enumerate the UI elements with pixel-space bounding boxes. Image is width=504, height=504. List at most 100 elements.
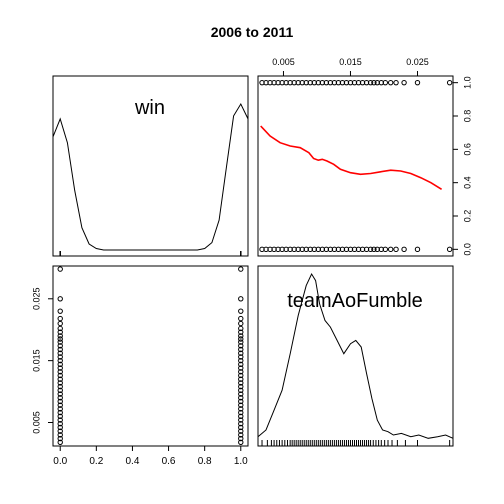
data-point	[57, 409, 63, 416]
data-point	[238, 339, 244, 345]
data-point	[57, 421, 63, 427]
data-point	[393, 246, 399, 253]
data-point	[57, 387, 63, 394]
data-point	[57, 417, 63, 423]
data-point	[382, 246, 389, 253]
right-axis: 0.0 0.2 0.4 0.6 0.8 1.0	[453, 76, 472, 256]
data-point	[57, 369, 63, 375]
tick-label: 0.015	[31, 349, 41, 372]
tick-label: 0.4	[125, 456, 139, 467]
data-point	[57, 336, 63, 342]
tick-label: 0.005	[31, 411, 41, 434]
data-point	[57, 357, 63, 364]
data-point	[387, 246, 394, 253]
data-point	[238, 372, 244, 379]
density-curve-teamAoFumble	[257, 272, 454, 439]
data-point	[57, 395, 63, 401]
data-point	[57, 435, 63, 442]
data-point	[401, 79, 407, 86]
data-point	[238, 380, 244, 386]
bottom-axis: 0.0 0.2 0.4 0.6 0.8 1.0	[53, 446, 248, 467]
data-point	[238, 365, 244, 371]
data-point	[238, 398, 244, 405]
tick-label: 0.2	[462, 210, 472, 223]
data-point	[238, 406, 244, 412]
panel-fumble-density: teamAoFumble	[257, 265, 454, 447]
tick-label: 0.005	[272, 57, 295, 67]
data-point	[446, 246, 453, 253]
data-point	[57, 329, 63, 335]
tick-label: 0.025	[31, 288, 41, 311]
tick-label: 0.8	[462, 110, 472, 123]
data-point	[57, 361, 63, 368]
data-point	[367, 246, 374, 253]
data-point	[238, 428, 244, 434]
panel-frame	[257, 75, 454, 257]
data-point	[57, 406, 63, 412]
data-point	[57, 315, 63, 322]
tick-label: 0.8	[198, 456, 212, 467]
data-point	[57, 391, 63, 397]
data-point	[57, 346, 63, 353]
data-point	[238, 325, 244, 332]
tick-label: 0.2	[89, 456, 103, 467]
tick-label: 0.015	[339, 57, 362, 67]
panel-win-density: win	[52, 75, 249, 257]
data-point	[238, 417, 244, 423]
panel-frame	[52, 265, 249, 447]
data-point	[238, 421, 244, 427]
data-point	[57, 320, 63, 327]
data-point	[238, 315, 244, 322]
data-point	[57, 296, 63, 302]
data-point	[57, 383, 63, 390]
data-point	[238, 308, 244, 314]
variable-label-teamAoFumble: teamAoFumble	[287, 290, 423, 312]
data-point	[238, 346, 244, 353]
data-point	[57, 372, 63, 379]
data-point	[57, 439, 63, 445]
tick-label: 0.0	[462, 243, 472, 256]
data-point	[57, 428, 63, 434]
data-point	[238, 402, 244, 408]
data-point	[57, 398, 63, 405]
data-point	[238, 376, 244, 382]
data-point	[238, 387, 244, 394]
data-point	[57, 424, 63, 431]
top-axis: 0.005 0.015 0.025	[272, 57, 429, 76]
data-point	[238, 343, 244, 349]
data-point	[238, 361, 244, 368]
tick-label: 0.4	[462, 176, 472, 189]
data-point	[238, 439, 244, 445]
data-point	[238, 333, 244, 339]
data-point	[57, 339, 63, 345]
data-point	[238, 266, 244, 272]
data-point	[57, 333, 63, 339]
data-point	[238, 413, 244, 420]
data-point	[238, 395, 244, 401]
panel-fumble-vs-win-scatter: 0.005 0.015 0.025 0.0 0.2 0.4 0.6 0.8 1.0	[31, 265, 249, 467]
data-point	[238, 320, 244, 327]
data-point	[446, 79, 453, 86]
data-point	[238, 391, 244, 397]
data-point	[238, 354, 244, 360]
data-point	[57, 266, 63, 272]
panel-win-vs-fumble-loess: 0.005 0.015 0.025 0.0 0.2 0.4 0.6 0.8 1.0	[257, 57, 472, 257]
panel-frame	[52, 75, 249, 257]
data-point	[238, 432, 244, 438]
data-point	[387, 79, 394, 86]
data-point	[414, 246, 421, 253]
data-point	[382, 79, 389, 86]
data-point	[238, 357, 244, 364]
tick-label: 0.0	[53, 456, 67, 467]
data-point	[57, 343, 63, 349]
data-point	[238, 424, 244, 431]
data-point	[371, 79, 377, 86]
data-point	[414, 79, 421, 86]
tick-label: 1.0	[234, 456, 248, 467]
data-point	[238, 369, 244, 375]
tick-label: 0.025	[406, 57, 429, 67]
left-axis: 0.005 0.015 0.025	[31, 288, 53, 434]
panel-frame	[257, 265, 454, 447]
data-point	[238, 383, 244, 390]
tick-label: 0.6	[462, 143, 472, 156]
